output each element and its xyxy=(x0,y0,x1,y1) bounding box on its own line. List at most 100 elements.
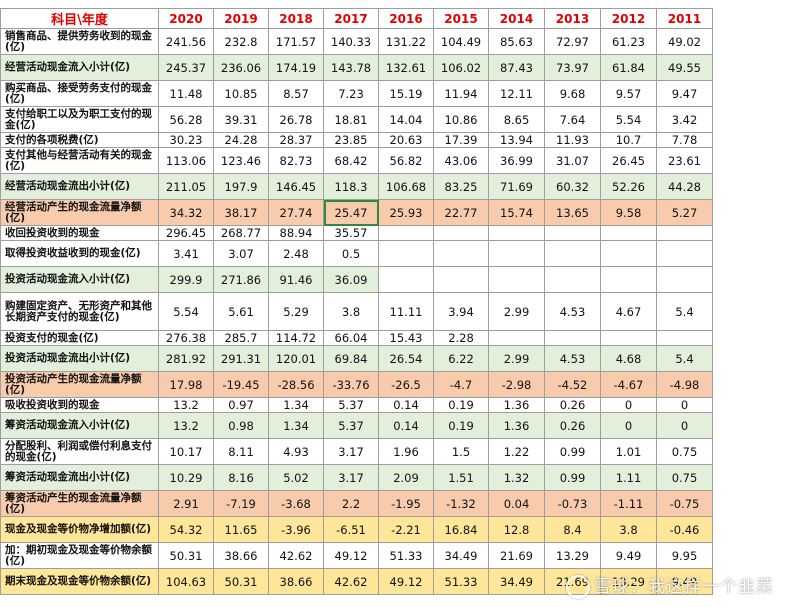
cell-value[interactable]: 26.54 xyxy=(378,345,434,372)
cell-value[interactable]: 13.29 xyxy=(600,568,657,595)
cell-value[interactable]: 281.92 xyxy=(158,345,214,372)
cell-value[interactable]: -4.7 xyxy=(433,371,489,398)
cell-value[interactable]: 50.31 xyxy=(158,542,214,569)
cell-value[interactable]: 1.96 xyxy=(378,438,434,465)
row-label[interactable]: 筹资活动现金流出小计(亿) xyxy=(0,464,159,491)
cell-value[interactable]: 69.84 xyxy=(323,345,379,372)
cell-value[interactable]: 39.31 xyxy=(213,106,269,133)
cell-value[interactable]: 2.28 xyxy=(433,330,489,346)
cell-value[interactable]: 0 xyxy=(656,412,713,439)
cell-value[interactable]: 113.06 xyxy=(158,147,214,174)
header-year[interactable]: 2011 xyxy=(656,8,713,29)
cell-value[interactable]: 13.94 xyxy=(488,132,545,148)
cell-value[interactable] xyxy=(600,225,657,241)
cell-value[interactable]: 1.11 xyxy=(600,464,657,491)
cell-value[interactable]: 2.99 xyxy=(488,345,545,372)
cell-value[interactable]: 7.23 xyxy=(323,80,379,107)
cell-value[interactable]: 30.23 xyxy=(158,132,214,148)
cell-value[interactable]: 5.54 xyxy=(600,106,657,133)
cell-value[interactable]: 22.77 xyxy=(433,199,489,226)
cell-value[interactable]: -19.45 xyxy=(213,371,269,398)
cell-value[interactable]: 12.11 xyxy=(488,80,545,107)
cell-value[interactable]: 2.99 xyxy=(488,292,545,331)
cell-value[interactable]: 17.98 xyxy=(158,371,214,398)
cell-value[interactable]: 123.46 xyxy=(213,147,269,174)
cell-value[interactable]: 10.17 xyxy=(158,438,214,465)
cell-value[interactable]: 4.67 xyxy=(600,292,657,331)
cell-value[interactable]: -0.73 xyxy=(544,490,601,517)
cell-value[interactable]: 0.75 xyxy=(656,464,713,491)
cell-value[interactable] xyxy=(544,225,601,241)
cell-value[interactable]: 15.74 xyxy=(488,199,545,226)
cell-value[interactable]: 1.36 xyxy=(488,397,545,413)
cell-value[interactable]: 3.41 xyxy=(158,240,214,267)
cell-value[interactable]: 7.78 xyxy=(656,132,713,148)
cell-value[interactable]: -1.11 xyxy=(600,490,657,517)
cell-value[interactable] xyxy=(600,266,657,293)
cell-value[interactable]: -3.96 xyxy=(268,516,324,543)
cell-value[interactable] xyxy=(600,240,657,267)
cell-value[interactable]: 0.19 xyxy=(433,412,489,439)
cell-value[interactable]: 0 xyxy=(600,412,657,439)
cell-value[interactable]: -1.32 xyxy=(433,490,489,517)
cell-value[interactable]: 106.68 xyxy=(378,173,434,200)
cell-value[interactable]: -3.68 xyxy=(268,490,324,517)
cell-value[interactable] xyxy=(488,330,545,346)
row-label[interactable]: 经营活动现金流出小计(亿) xyxy=(0,173,159,200)
cell-value[interactable] xyxy=(544,266,601,293)
cell-value[interactable]: 91.46 xyxy=(268,266,324,293)
cell-value[interactable]: 49.55 xyxy=(656,54,713,81)
row-label[interactable]: 支付其他与经营活动有关的现金(亿) xyxy=(0,147,159,174)
cell-value[interactable]: 9.47 xyxy=(656,80,713,107)
cell-value[interactable] xyxy=(378,266,434,293)
cell-value[interactable]: 38.17 xyxy=(213,199,269,226)
cell-value[interactable]: 9.68 xyxy=(544,80,601,107)
cell-value[interactable]: 38.66 xyxy=(268,568,324,595)
cell-value[interactable]: 11.94 xyxy=(433,80,489,107)
cell-value[interactable]: 8.57 xyxy=(268,80,324,107)
cell-value[interactable]: 2.2 xyxy=(323,490,379,517)
cell-value[interactable]: 49.02 xyxy=(656,28,713,55)
cell-value[interactable]: -4.52 xyxy=(544,371,601,398)
cell-value[interactable]: 5.37 xyxy=(323,412,379,439)
cell-value[interactable]: 42.62 xyxy=(323,568,379,595)
cell-value[interactable]: 3.8 xyxy=(323,292,379,331)
cell-value[interactable]: 10.86 xyxy=(433,106,489,133)
header-year[interactable]: 2016 xyxy=(378,8,434,29)
cell-value[interactable]: -26.5 xyxy=(378,371,434,398)
cell-value[interactable]: 71.69 xyxy=(488,173,545,200)
cell-value[interactable] xyxy=(656,225,713,241)
cell-value[interactable]: 43.06 xyxy=(433,147,489,174)
cell-value[interactable]: 9.95 xyxy=(656,542,713,569)
cell-value[interactable] xyxy=(433,240,489,267)
cell-value[interactable]: 0.14 xyxy=(378,397,434,413)
cell-value[interactable]: 13.65 xyxy=(544,199,601,226)
cell-value[interactable]: 271.86 xyxy=(213,266,269,293)
cell-value[interactable]: 5.54 xyxy=(158,292,214,331)
cell-value[interactable]: 291.31 xyxy=(213,345,269,372)
cell-value[interactable]: 0.98 xyxy=(213,412,269,439)
cell-value[interactable]: 61.84 xyxy=(600,54,657,81)
cell-value[interactable]: 49.12 xyxy=(378,568,434,595)
cell-value[interactable]: 68.42 xyxy=(323,147,379,174)
cell-value[interactable]: 26.45 xyxy=(600,147,657,174)
header-subject-year[interactable]: 科目\年度 xyxy=(0,8,159,29)
row-label[interactable]: 购建固定资产、无形资产和其他长期资产支付的现金(亿) xyxy=(0,292,159,331)
cell-value[interactable]: 211.05 xyxy=(158,173,214,200)
cell-value[interactable] xyxy=(488,225,545,241)
row-label[interactable]: 加：期初现金及现金等价物余额(亿) xyxy=(0,542,159,569)
cell-value[interactable]: 0 xyxy=(656,397,713,413)
cell-value[interactable]: 85.63 xyxy=(488,28,545,55)
cell-value[interactable]: 1.51 xyxy=(433,464,489,491)
cell-value[interactable]: 10.85 xyxy=(213,80,269,107)
row-label[interactable]: 经营活动产生的现金流量净额(亿) xyxy=(0,199,159,226)
cell-value[interactable]: 104.49 xyxy=(433,28,489,55)
cell-value[interactable]: 51.33 xyxy=(378,542,434,569)
cell-value[interactable]: 3.17 xyxy=(323,464,379,491)
header-year[interactable]: 2013 xyxy=(544,8,601,29)
cell-value[interactable]: 0.5 xyxy=(323,240,379,267)
cell-value[interactable]: 9.57 xyxy=(600,80,657,107)
row-label[interactable]: 筹资活动现金流入小计(亿) xyxy=(0,412,159,439)
cell-value[interactable]: 197.9 xyxy=(213,173,269,200)
cell-value[interactable]: 245.37 xyxy=(158,54,214,81)
